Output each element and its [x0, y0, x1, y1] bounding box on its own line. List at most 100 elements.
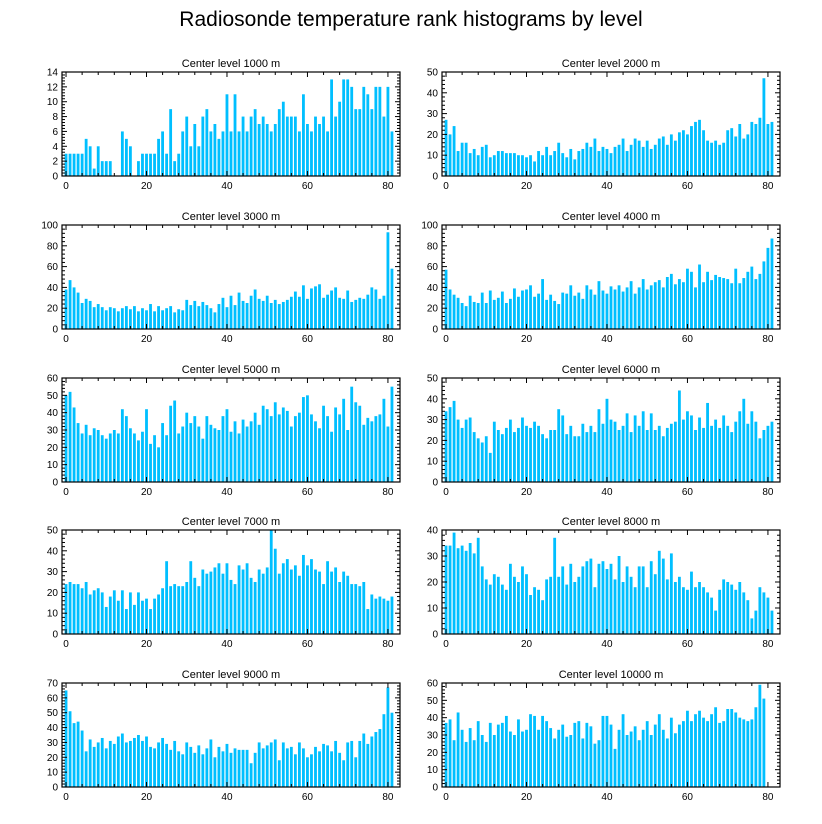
histogram-bar [80, 303, 84, 329]
histogram-bar [762, 261, 766, 329]
histogram-bar [72, 153, 76, 176]
histogram-bar [686, 589, 689, 634]
histogram-bar [710, 280, 713, 329]
histogram-bar [661, 558, 665, 634]
histogram-bar [253, 109, 257, 176]
histogram-bar [346, 430, 350, 482]
histogram-bar [565, 584, 569, 634]
histogram-bar [366, 417, 370, 482]
panel-title: Center level 3000 m [182, 211, 280, 223]
histogram-bar [585, 142, 589, 176]
histogram-bar [354, 109, 358, 176]
panel-title: Center level 5000 m [182, 364, 280, 376]
histogram-bar [72, 287, 76, 329]
histogram-bar [133, 433, 136, 482]
histogram-bar [229, 579, 233, 634]
y-tick-label: 10 [47, 460, 59, 471]
histogram-bar [265, 567, 269, 634]
histogram-bar [257, 569, 261, 634]
histogram-bar [245, 303, 249, 329]
y-tick-label: 0 [52, 172, 58, 183]
histogram-bar [104, 748, 108, 787]
histogram-bar [306, 298, 309, 329]
histogram-bar [72, 407, 76, 482]
histogram-bar [104, 438, 108, 482]
histogram-bar [738, 717, 742, 787]
plot-frame [441, 224, 781, 330]
histogram-bar [504, 715, 508, 787]
panel-8: Center level 8000 m 0 20 40 60 80 0 10 20 30 40 [427, 516, 781, 650]
histogram-bar [452, 532, 456, 634]
histogram-bar [762, 430, 766, 482]
histogram-bar [597, 740, 601, 787]
y-tick-label: 10 [47, 768, 59, 779]
histogram-bar [100, 592, 104, 634]
histogram-bar [370, 736, 374, 787]
histogram-bar [133, 604, 136, 634]
histogram-bar [306, 757, 309, 787]
histogram-bar [722, 415, 726, 482]
histogram-bar [706, 140, 709, 176]
y-tick-label: 50 [427, 68, 439, 79]
histogram-bar [673, 421, 677, 482]
histogram-bar [480, 292, 484, 329]
histogram-bar [362, 86, 366, 176]
histogram-bar [213, 312, 217, 329]
histogram-bar [237, 292, 241, 329]
histogram-bar [762, 78, 766, 176]
histogram-bar [649, 735, 653, 787]
histogram-bar [496, 151, 500, 176]
histogram-bar [496, 297, 500, 329]
histogram-bar [577, 576, 581, 634]
histogram-bar [354, 402, 358, 482]
panel-title: Center level 4000 m [562, 211, 660, 223]
histogram-bar [686, 411, 689, 482]
y-tick-label: 50 [47, 708, 59, 719]
histogram-bar [625, 735, 629, 787]
histogram-bar [221, 573, 225, 634]
y-tick-label: 30 [47, 738, 59, 749]
histogram-bar [197, 586, 201, 634]
histogram-bar [237, 433, 241, 482]
histogram-bar [322, 405, 325, 482]
histogram-bar [306, 395, 309, 482]
histogram-bar [750, 121, 754, 176]
histogram-bar [573, 582, 577, 634]
y-tick-label: 40 [427, 283, 439, 294]
histogram-bar [537, 425, 540, 482]
histogram-bar [617, 285, 621, 329]
histogram-bar [169, 109, 173, 176]
histogram-bar [225, 743, 229, 787]
histogram-bar [84, 751, 88, 787]
histogram-bar [488, 157, 492, 176]
histogram-bar [734, 421, 738, 482]
histogram-bar [124, 306, 128, 329]
x-tick-label: 80 [382, 181, 394, 192]
y-tick-label: 0 [432, 783, 438, 794]
histogram-bar [508, 563, 512, 634]
histogram-bar [464, 741, 468, 787]
histogram-bar [629, 576, 633, 634]
y-tick-label: 50 [47, 526, 59, 537]
y-tick-label: 100 [421, 221, 438, 232]
histogram-bar [444, 411, 448, 482]
histogram-bar [706, 721, 709, 787]
x-tick-label: 60 [682, 487, 694, 498]
y-tick-label: 0 [432, 172, 438, 183]
histogram-bar [302, 748, 305, 787]
histogram-bar [686, 268, 689, 329]
histogram-bar [484, 741, 488, 787]
histogram-bar [633, 587, 637, 634]
x-tick-label: 20 [521, 334, 533, 345]
y-tick-label: 40 [47, 546, 59, 557]
histogram-bar [173, 584, 177, 634]
histogram-bar [694, 287, 697, 329]
histogram-bar [468, 543, 472, 634]
histogram-bar [665, 427, 669, 482]
histogram-bar [302, 397, 305, 482]
histogram-bar [545, 299, 549, 329]
histogram-bar [273, 402, 277, 482]
histogram-bar [617, 729, 621, 787]
histogram-bar [517, 582, 520, 634]
histogram-bar [120, 308, 124, 329]
